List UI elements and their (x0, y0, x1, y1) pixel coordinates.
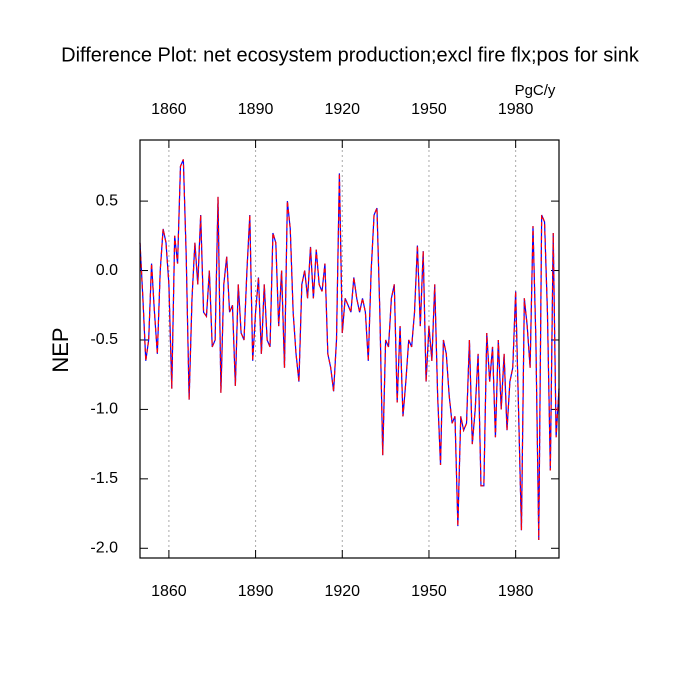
plot-frame (139, 139, 560, 559)
units-label: PgC/y (515, 82, 556, 99)
x-tick-label: 1860 (151, 583, 187, 600)
x-tick-label: 1920 (324, 583, 360, 600)
y-tick-label: 0.5 (96, 192, 118, 209)
y-tick-label: -0.5 (90, 331, 118, 348)
x-tick-label: 1950 (411, 583, 447, 600)
x-tick-label-top: 1950 (411, 101, 447, 118)
y-tick-label: -1.5 (90, 470, 118, 487)
y-tick-label: -1.0 (90, 401, 118, 418)
data-line (139, 159, 560, 540)
chart-title: Difference Plot: net ecosystem productio… (61, 44, 640, 66)
x-tick-label-top: 1980 (498, 101, 534, 118)
y-tick-label: -2.0 (90, 539, 118, 556)
x-tick-label-top: 1860 (151, 101, 187, 118)
x-tick-label: 1980 (498, 583, 534, 600)
y-tick-label: 0.0 (96, 262, 118, 279)
x-tick-label: 1890 (238, 583, 274, 600)
x-tick-label-top: 1920 (324, 101, 360, 118)
y-axis-label: NEP (48, 327, 73, 372)
data-line (139, 159, 560, 540)
x-tick-label-top: 1890 (238, 101, 274, 118)
